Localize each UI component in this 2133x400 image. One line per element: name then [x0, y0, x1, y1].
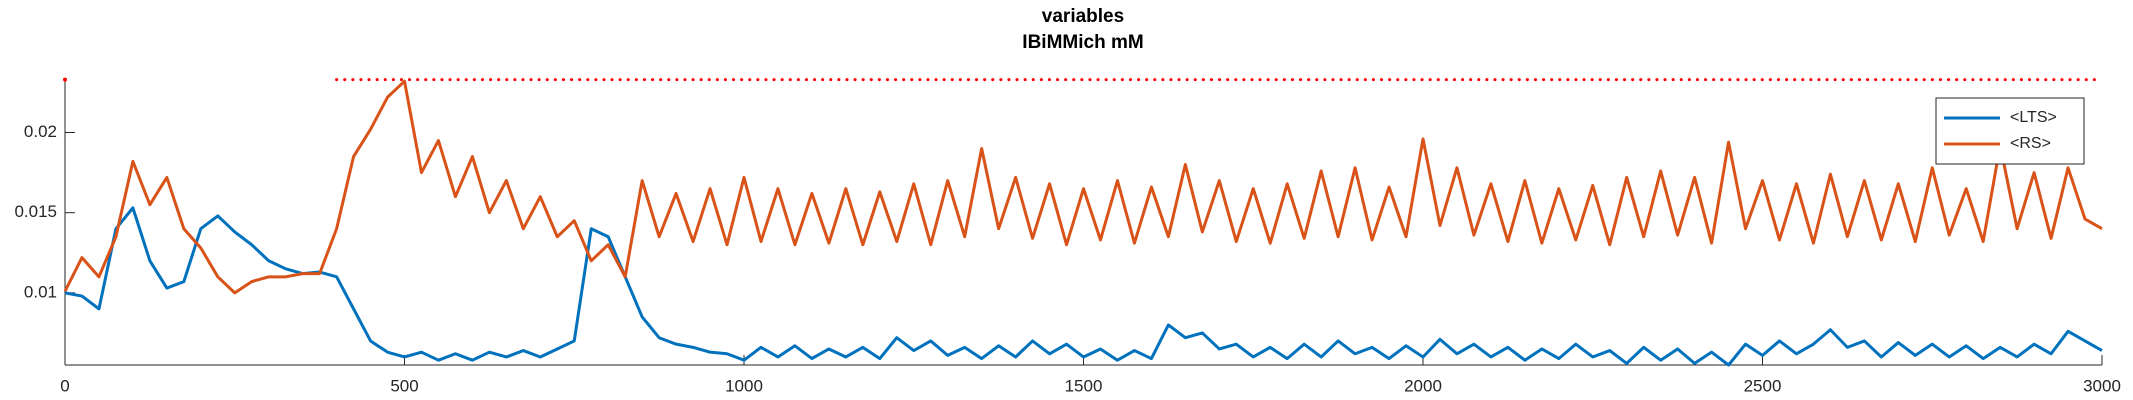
x-tick-label: 1500	[1065, 376, 1103, 395]
x-tick-label: 1000	[725, 376, 763, 395]
y-tick-label: 0.02	[24, 122, 57, 141]
y-tick-label: 0.015	[14, 202, 57, 221]
series-line	[63, 79, 2103, 295]
x-tick-label: 0	[60, 376, 69, 395]
x-tick-label: 3000	[2083, 376, 2121, 395]
chart-title: variables	[1042, 6, 1124, 27]
series-point	[63, 77, 67, 82]
x-tick-label: 500	[390, 376, 418, 395]
series-line	[64, 206, 2103, 367]
x-tick-label: 2500	[1744, 376, 1782, 395]
legend-label: <RS>	[2010, 135, 2051, 152]
y-tick-label: 0.01	[24, 282, 57, 301]
chart-subtitle: IBiMMich mM	[1022, 32, 1143, 53]
legend-box	[1935, 97, 2085, 165]
x-tick-label: 2000	[1404, 376, 1442, 395]
legend-label: <LTS>	[2010, 109, 2057, 126]
